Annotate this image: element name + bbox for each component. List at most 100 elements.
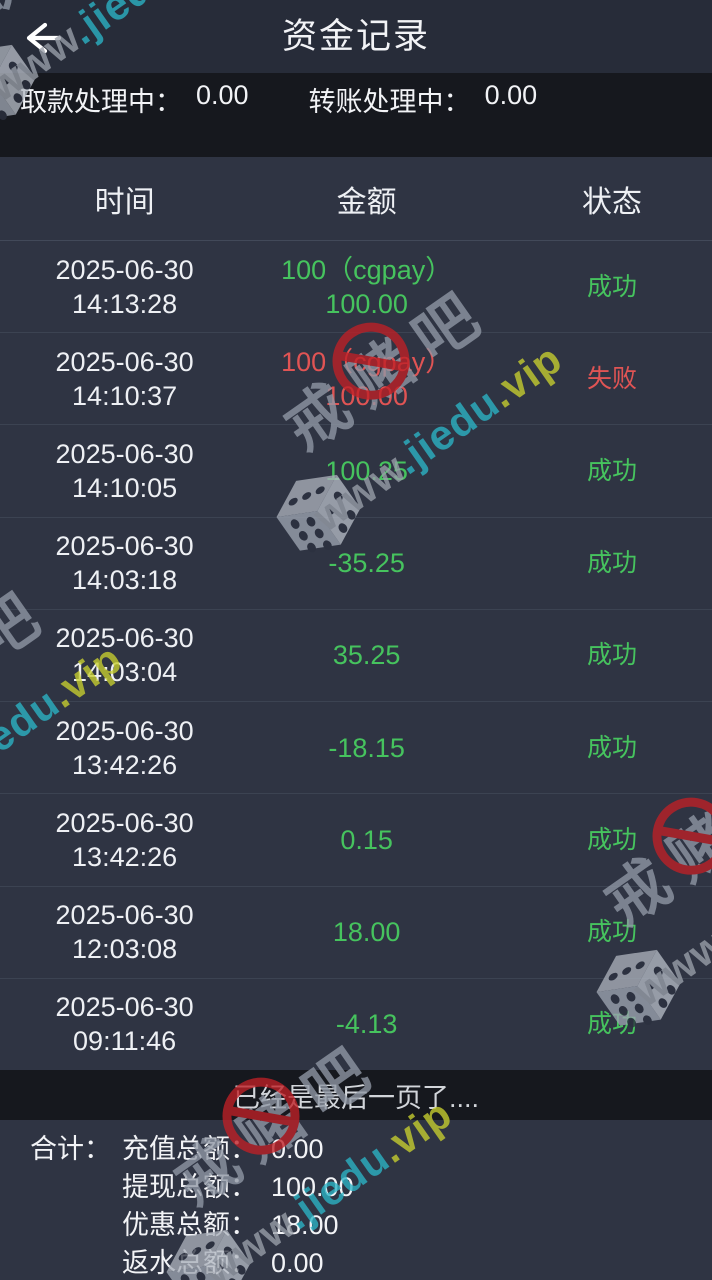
row-time: 2025-06-30 13:42:26 — [0, 714, 249, 782]
row-status: 成功 — [587, 1010, 638, 1039]
totals-item: 提现总额： 100.00 — [122, 1168, 354, 1206]
totals-item-label: 充值总额： — [122, 1134, 257, 1164]
row-amount-line: -4.13 — [335, 1009, 398, 1040]
row-amount: 35.25 — [249, 638, 484, 672]
table-body: 2025-06-30 14:13:28 100（cgpay） 100.00 成功 … — [0, 241, 712, 1070]
totals-label: 合计： — [30, 1134, 111, 1164]
row-date-text: 2025-06-30 — [55, 623, 194, 654]
row-amount-line: 35.25 — [332, 640, 401, 671]
row-amount-line: 100.25 — [325, 456, 408, 487]
withdraw-pending-label: 取款处理中： — [20, 87, 182, 117]
row-time: 2025-06-30 14:13:28 — [0, 253, 249, 321]
row-time-text: 13:42:26 — [72, 749, 178, 780]
row-amount-line: 100.00 — [325, 288, 408, 319]
totals-item-value: 0.00 — [271, 1248, 324, 1278]
withdraw-pending-value: 0.00 — [196, 80, 249, 110]
row-status: 成功 — [587, 918, 638, 947]
end-of-list-message: 已经是最后一页了.... — [232, 1082, 479, 1113]
column-header-status: 状态 — [582, 185, 643, 219]
row-amount: 100（cgpay） 100.00 — [249, 345, 484, 413]
row-amount-line: 18.00 — [332, 917, 401, 948]
row-time: 2025-06-30 09:11:46 — [0, 990, 249, 1058]
pending-strip: 取款处理中： 0.00 转账处理中： 0.00 — [0, 73, 712, 157]
table-row: 2025-06-30 13:42:26 -18.15 成功 — [0, 702, 712, 795]
table-header: 时间 金额 状态 — [0, 157, 712, 241]
arrow-left-icon — [18, 22, 66, 65]
row-time-text: 14:03:04 — [72, 657, 178, 688]
withdraw-pending: 取款处理中： 0.00 — [20, 80, 249, 119]
row-date-text: 2025-06-30 — [55, 807, 194, 838]
table-row: 2025-06-30 09:11:46 -4.13 成功 — [0, 979, 712, 1070]
row-time: 2025-06-30 14:10:37 — [0, 345, 249, 413]
row-time: 2025-06-30 14:10:05 — [0, 437, 249, 505]
row-status: 成功 — [587, 825, 638, 854]
row-amount-line: 100（cgpay） — [281, 346, 453, 377]
page-title: 资金记录 — [281, 17, 430, 56]
row-time: 2025-06-30 14:03:18 — [0, 529, 249, 597]
top-bar: 资金记录 — [0, 0, 712, 73]
table-row: 2025-06-30 12:03:08 18.00 成功 — [0, 887, 712, 979]
back-button[interactable] — [18, 14, 66, 62]
column-header-time: 时间 — [94, 185, 155, 219]
row-amount: 100（cgpay） 100.00 — [249, 253, 484, 321]
row-time-text: 09:11:46 — [73, 1026, 177, 1057]
row-time: 2025-06-30 13:42:26 — [0, 806, 249, 874]
totals-items: 充值总额： 0.00 提现总额： 100.00 优惠总额： 18.00 返水总额… — [122, 1130, 354, 1280]
totals-item: 充值总额： 0.00 — [122, 1130, 354, 1168]
row-status: 成功 — [587, 457, 638, 486]
transfer-pending-value: 0.00 — [484, 80, 538, 110]
table-row: 2025-06-30 14:10:37 100（cgpay） 100.00 失败 — [0, 333, 712, 426]
table-row: 2025-06-30 14:10:05 100.25 成功 — [0, 425, 712, 518]
transfer-pending-label: 转账处理中： — [308, 87, 471, 117]
totals-summary: 合计： 充值总额： 0.00 提现总额： 100.00 优惠总额： 18.00 … — [0, 1120, 712, 1280]
end-of-list-strip: 已经是最后一页了.... — [0, 1070, 712, 1120]
row-status: 成功 — [587, 641, 638, 670]
totals-item-value: 0.00 — [271, 1134, 324, 1164]
transfer-pending: 转账处理中： 0.00 — [309, 80, 538, 119]
row-date-text: 2025-06-30 — [55, 992, 194, 1023]
totals-item-label: 返水总额： — [122, 1248, 257, 1278]
row-amount: -18.15 — [249, 731, 484, 765]
row-date-text: 2025-06-30 — [55, 346, 194, 377]
row-status: 成功 — [587, 733, 638, 762]
row-date-text: 2025-06-30 — [55, 531, 194, 562]
row-date-text: 2025-06-30 — [55, 900, 194, 931]
table-row: 2025-06-30 14:03:18 -35.25 成功 — [0, 518, 712, 610]
row-time-text: 13:42:26 — [72, 841, 178, 872]
records-table: 时间 金额 状态 2025-06-30 14:13:28 100（cgpay） 1… — [0, 157, 712, 1070]
totals-item: 优惠总额： 18.00 — [122, 1206, 354, 1244]
row-status: 成功 — [587, 549, 638, 578]
row-status: 失败 — [587, 364, 638, 393]
row-amount: 100.25 — [249, 454, 484, 488]
table-row: 2025-06-30 13:42:26 0.15 成功 — [0, 794, 712, 887]
row-date-text: 2025-06-30 — [55, 439, 194, 470]
table-row: 2025-06-30 14:03:04 35.25 成功 — [0, 610, 712, 703]
row-amount: 0.15 — [249, 823, 484, 857]
totals-item-label: 优惠总额： — [122, 1210, 257, 1240]
row-amount: -35.25 — [249, 546, 484, 580]
row-amount-line: 100.00 — [325, 380, 408, 411]
totals-item-value: 100.00 — [271, 1172, 354, 1202]
row-time-text: 14:10:05 — [72, 473, 178, 504]
row-time-text: 14:13:28 — [72, 288, 178, 319]
row-amount-line: 100（cgpay） — [281, 254, 453, 285]
column-header-amount: 金额 — [336, 185, 397, 219]
row-time: 2025-06-30 14:03:04 — [0, 621, 249, 689]
row-amount-line: 0.15 — [340, 824, 393, 855]
table-row: 2025-06-30 14:13:28 100（cgpay） 100.00 成功 — [0, 241, 712, 334]
row-amount: -4.13 — [249, 1007, 484, 1041]
row-amount-line: -18.15 — [328, 732, 405, 763]
row-date-text: 2025-06-30 — [55, 254, 194, 285]
row-time: 2025-06-30 12:03:08 — [0, 898, 249, 966]
row-time-text: 12:03:08 — [72, 934, 178, 965]
totals-item: 返水总额： 0.00 — [122, 1244, 354, 1280]
row-time-text: 14:10:37 — [72, 380, 178, 411]
row-status: 成功 — [587, 272, 638, 301]
totals-item-value: 18.00 — [271, 1210, 339, 1240]
row-time-text: 14:03:18 — [72, 565, 178, 596]
totals-item-label: 提现总额： — [122, 1172, 257, 1202]
row-amount: 18.00 — [249, 915, 484, 949]
row-amount-line: -35.25 — [328, 548, 405, 579]
row-date-text: 2025-06-30 — [55, 715, 194, 746]
